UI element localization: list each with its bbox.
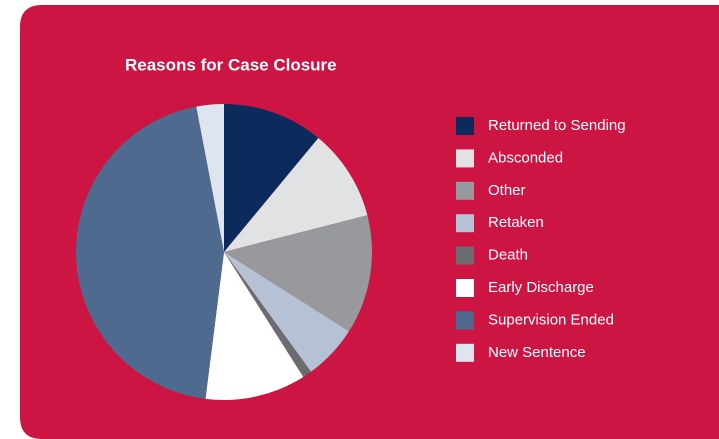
pie-slice [224,252,349,372]
legend-label: Death [488,247,528,264]
legend-swatch [456,246,474,265]
legend-swatch [456,117,474,135]
pie-slice [224,215,372,332]
legend-swatch [456,279,474,297]
pie-slice [224,252,311,377]
pie-slice [224,137,368,252]
pie-slice [196,104,224,252]
legend-swatch [456,343,474,362]
pie-slice [75,106,225,399]
legend-label: Retaken [488,214,544,231]
legend-label: New Sentence [488,344,586,361]
legend-swatch [456,149,474,168]
legend-swatch [456,311,474,330]
chart-title: Reasons for Case Closure [125,55,337,74]
legend-label: Returned to Sending [488,117,626,134]
legend-label: Early Discharge [488,279,594,296]
legend-swatch [456,181,474,200]
pie-slice [224,104,319,252]
legend-label: Absconded [488,149,563,166]
legend-label: Supervision Ended [488,311,614,328]
legend-label: Other [488,182,526,199]
pie-slice [205,252,304,400]
legend-swatch [456,214,474,233]
